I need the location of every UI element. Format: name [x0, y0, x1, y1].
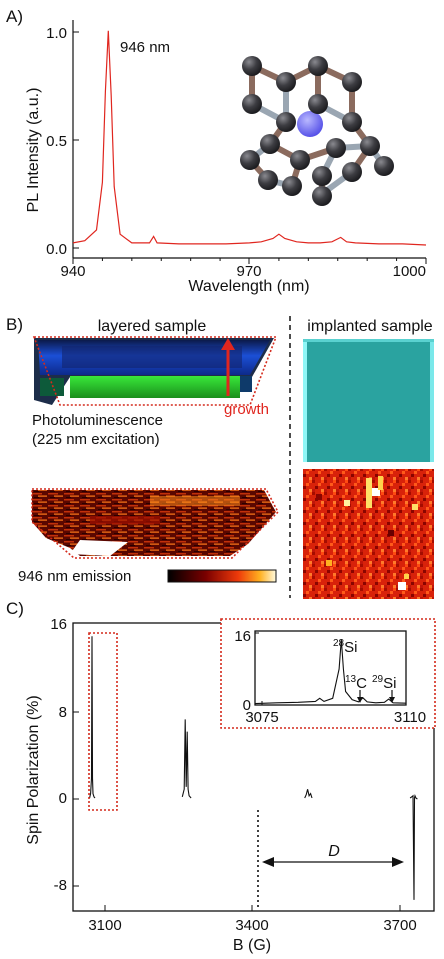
pl-caption-line1: Photoluminescence	[32, 412, 163, 429]
panel-a-label: A)	[6, 7, 23, 26]
panel-a-ytick-0: 0.0	[46, 241, 67, 258]
panel-a-ylabel: PL Intensity (a.u.)	[25, 88, 42, 213]
peak-label-29si-sup: 29	[372, 674, 384, 685]
inset-ytick-16: 16	[234, 628, 251, 645]
panel-a-xlabel: Wavelength (nm)	[188, 278, 309, 295]
panel-c-ytick-16: 16	[50, 616, 67, 633]
peak-label-13c-base: C	[356, 675, 367, 692]
layered-sample-pl-image	[32, 336, 278, 406]
panel-c-ytick-8: 8	[59, 704, 67, 721]
emission-colorbar	[167, 569, 277, 583]
inset-ytick-0: 0	[243, 697, 251, 714]
implanted-sample-pl-image	[303, 339, 434, 462]
arrow-29si-head	[389, 697, 395, 703]
panel-b: B) layered sample implanted sample growt…	[6, 315, 434, 599]
implanted-sample-emission-map	[303, 469, 434, 599]
panel-c: C) 16 8 0 -8 3100 3400 3700 B (G) Spin P…	[6, 599, 436, 954]
d-label: D	[328, 843, 340, 860]
growth-label: growth	[224, 401, 269, 418]
peak-label-29si-base: Si	[383, 675, 396, 692]
spin-polarization-line	[89, 636, 418, 900]
panel-c-ticks	[73, 622, 401, 911]
inset-frame	[254, 630, 407, 706]
implanted-sample-title: implanted sample	[307, 318, 433, 335]
panel-b-label: B)	[6, 315, 23, 334]
zoom-highlight-box	[88, 632, 118, 811]
pl-caption-line2: (225 nm excitation)	[32, 431, 160, 448]
panel-c-ylabel: Spin Polarization (%)	[25, 695, 42, 844]
pl-spectrum-line	[72, 30, 427, 246]
panel-c-xtick-3700: 3700	[383, 917, 416, 934]
growth-arrow-head	[221, 338, 235, 350]
emission-label: 946 nm emission	[18, 568, 131, 585]
panel-c-ytick-m8: -8	[54, 877, 67, 894]
panel-c-ytick-0: 0	[59, 790, 67, 807]
panel-c-xlabel: B (G)	[233, 937, 271, 954]
inset-xtick-3075: 3075	[245, 709, 278, 726]
dopant-atom	[297, 111, 323, 137]
panel-a-ticks	[72, 31, 427, 264]
peak-label-13c-sup: 13	[345, 674, 357, 685]
panel-a-xtick-970: 970	[236, 263, 261, 280]
peak-label-29si: 29Si	[372, 674, 396, 692]
panel-a-xtick-1000: 1000	[393, 263, 426, 280]
panel-a: A) 1.0 0.5 0.0 940 970 1000 Wavelength (…	[6, 7, 427, 295]
panel-a-xtick-940: 940	[60, 263, 85, 280]
panel-c-xtick-3100: 3100	[88, 917, 121, 934]
crystal-lattice-illustration	[240, 56, 394, 206]
layered-sample-title: layered sample	[98, 318, 207, 335]
peak-label-28si: 28Si	[333, 638, 357, 656]
layered-sample-emission-map	[31, 488, 279, 559]
peak-label-28si-sup: 28	[333, 638, 345, 649]
panel-a-ytick-05: 0.5	[46, 133, 67, 150]
inset-line	[254, 639, 407, 705]
peak-label-28si-base: Si	[344, 639, 357, 656]
peak-946-label: 946 nm	[120, 39, 170, 56]
arrow-13c-head	[357, 697, 363, 703]
panel-a-ytick-1: 1.0	[46, 25, 67, 42]
panel-c-xtick-3400: 3400	[235, 917, 268, 934]
inset-xtick-3110: 3110	[394, 709, 426, 726]
d-arrow-left-head	[262, 857, 274, 867]
peak-label-13c: 13C	[345, 674, 367, 692]
panel-c-label: C)	[6, 599, 24, 618]
d-arrow-right-head	[392, 857, 404, 867]
